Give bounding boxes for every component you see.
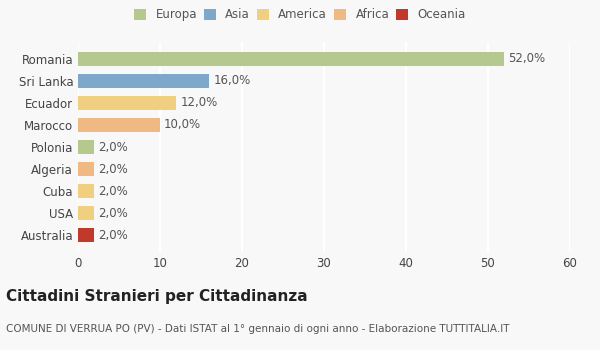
Bar [78, 206, 94, 220]
Bar [78, 162, 94, 176]
Legend: Europa, Asia, America, Africa, Oceania: Europa, Asia, America, Africa, Oceania [132, 6, 468, 24]
Bar [78, 51, 505, 66]
Text: 52,0%: 52,0% [508, 52, 545, 65]
Text: 10,0%: 10,0% [164, 118, 201, 132]
Bar [78, 118, 160, 132]
Bar [78, 96, 176, 110]
Bar [78, 140, 94, 154]
Bar [78, 228, 94, 243]
Text: 2,0%: 2,0% [98, 185, 128, 198]
Text: 2,0%: 2,0% [98, 207, 128, 220]
Bar [78, 184, 94, 198]
Text: 16,0%: 16,0% [214, 74, 251, 87]
Bar [78, 74, 209, 88]
Text: 2,0%: 2,0% [98, 229, 128, 242]
Text: COMUNE DI VERRUA PO (PV) - Dati ISTAT al 1° gennaio di ogni anno - Elaborazione : COMUNE DI VERRUA PO (PV) - Dati ISTAT al… [6, 324, 509, 334]
Text: 12,0%: 12,0% [181, 96, 218, 109]
Text: 2,0%: 2,0% [98, 140, 128, 154]
Text: 2,0%: 2,0% [98, 162, 128, 176]
Text: Cittadini Stranieri per Cittadinanza: Cittadini Stranieri per Cittadinanza [6, 289, 308, 304]
